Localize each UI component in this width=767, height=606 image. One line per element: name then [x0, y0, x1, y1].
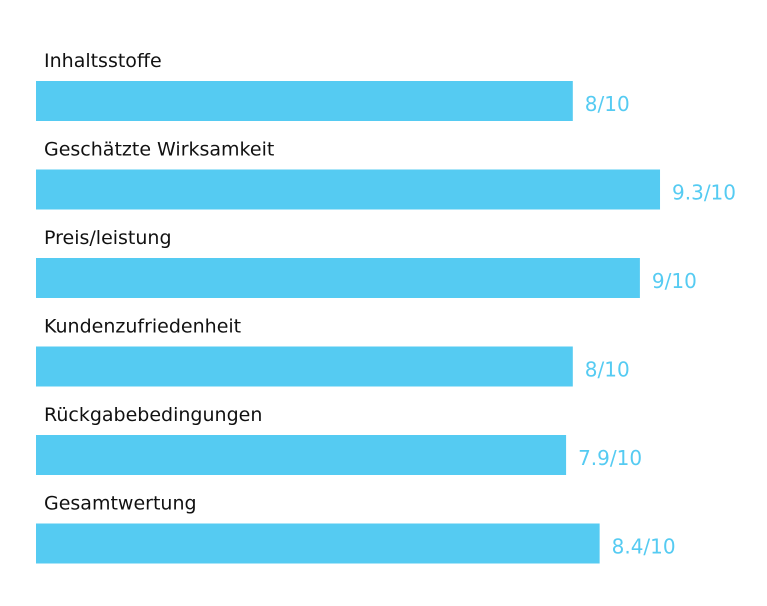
value-label: 9.3/10: [672, 181, 736, 205]
value-label: 7.9/10: [578, 446, 642, 470]
category-label: Geschätzte Wirksamkeit: [44, 139, 274, 161]
category-label: Inhaltsstoffe: [44, 50, 162, 72]
category-label: Preis/leistung: [44, 227, 172, 249]
value-label: 8/10: [585, 358, 630, 382]
value-label: 8/10: [585, 92, 630, 116]
category-label: Rückgabebedingungen: [44, 404, 262, 426]
bar: [36, 81, 573, 121]
bar: [36, 258, 640, 298]
bar: [36, 435, 567, 475]
bar: [36, 169, 661, 210]
category-label: Kundenzufriedenheit: [44, 316, 241, 338]
value-label: 8.4/10: [612, 535, 676, 559]
value-label: 9/10: [652, 269, 697, 293]
category-label: Gesamtwertung: [44, 493, 197, 515]
bar: [36, 346, 573, 387]
bar: [36, 523, 600, 564]
